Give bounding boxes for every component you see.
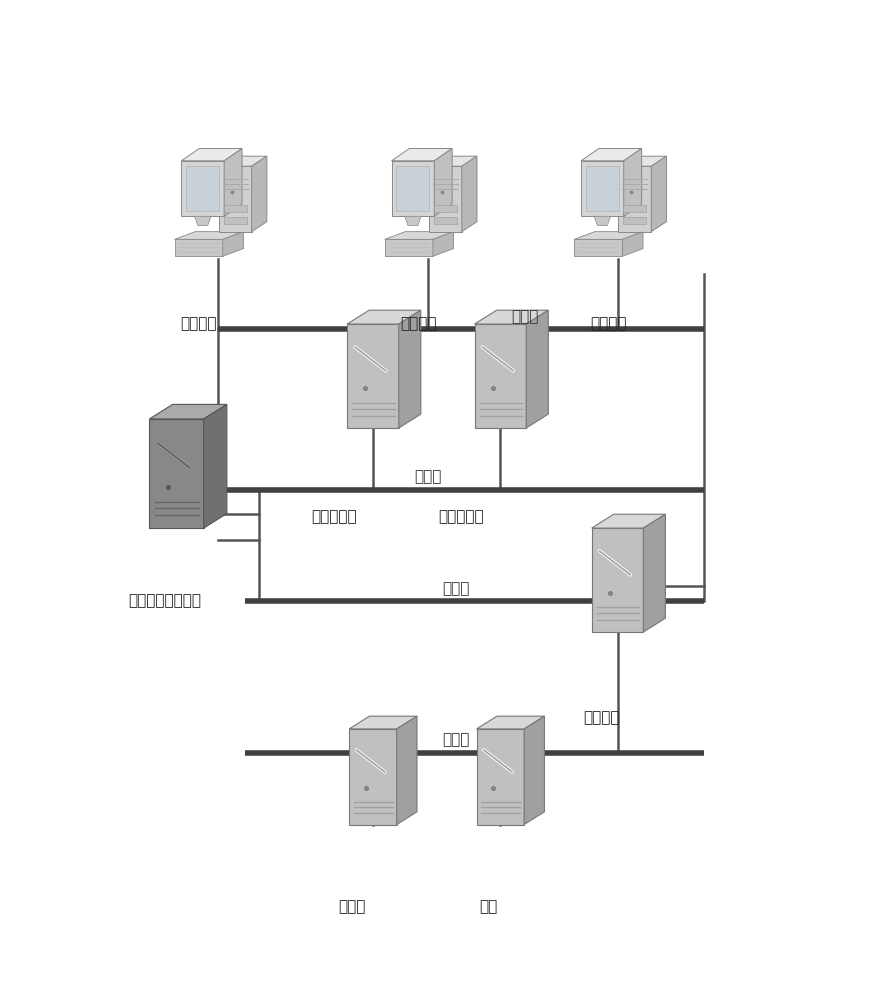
Polygon shape	[396, 166, 429, 211]
Polygon shape	[574, 239, 622, 256]
Polygon shape	[347, 324, 399, 428]
Polygon shape	[618, 156, 667, 166]
Polygon shape	[623, 205, 646, 212]
Polygon shape	[652, 156, 667, 232]
Polygon shape	[428, 156, 477, 166]
Text: 模型网: 模型网	[442, 733, 469, 748]
Polygon shape	[349, 729, 396, 825]
Polygon shape	[252, 156, 267, 232]
Polygon shape	[475, 324, 526, 428]
Polygon shape	[594, 216, 611, 225]
Polygon shape	[223, 217, 247, 224]
Polygon shape	[385, 232, 453, 239]
Polygon shape	[385, 239, 433, 256]
Polygon shape	[581, 148, 642, 161]
Text: 管理网: 管理网	[511, 309, 538, 324]
Text: 工程师站: 工程师站	[180, 316, 217, 331]
Polygon shape	[434, 217, 457, 224]
Polygon shape	[174, 232, 244, 239]
Polygon shape	[181, 148, 242, 161]
Polygon shape	[461, 156, 477, 232]
Polygon shape	[223, 205, 247, 212]
Polygon shape	[624, 148, 642, 216]
Polygon shape	[223, 232, 244, 256]
Polygon shape	[434, 148, 453, 216]
Text: 系统网: 系统网	[414, 469, 442, 484]
Polygon shape	[434, 205, 457, 212]
Polygon shape	[347, 310, 420, 324]
Polygon shape	[224, 148, 242, 216]
Polygon shape	[623, 217, 646, 224]
Polygon shape	[475, 310, 549, 324]
Text: 操作员站: 操作员站	[590, 316, 627, 331]
Polygon shape	[219, 156, 267, 166]
Polygon shape	[391, 148, 453, 161]
Polygon shape	[195, 216, 211, 225]
Text: 下位机算法模拟机: 下位机算法模拟机	[128, 594, 201, 609]
Polygon shape	[349, 716, 417, 729]
Text: 模型: 模型	[480, 899, 498, 914]
Text: 网关网: 网关网	[442, 581, 469, 596]
Polygon shape	[404, 216, 421, 225]
Polygon shape	[592, 514, 665, 528]
Polygon shape	[526, 310, 549, 428]
Text: 教控台: 教控台	[339, 899, 366, 914]
Text: 操作员站: 操作员站	[401, 316, 437, 331]
Polygon shape	[618, 166, 652, 232]
Polygon shape	[477, 729, 525, 825]
Polygon shape	[644, 514, 665, 632]
Polygon shape	[174, 239, 223, 256]
Polygon shape	[586, 166, 619, 211]
Polygon shape	[622, 232, 643, 256]
Polygon shape	[477, 716, 544, 729]
Text: 模型网关: 模型网关	[583, 711, 620, 726]
Text: 实时服务器: 实时服务器	[311, 509, 356, 524]
Polygon shape	[581, 161, 624, 216]
Polygon shape	[186, 166, 220, 211]
Polygon shape	[399, 310, 420, 428]
Polygon shape	[149, 404, 227, 419]
Polygon shape	[396, 716, 417, 825]
Polygon shape	[525, 716, 544, 825]
Polygon shape	[592, 528, 644, 632]
Polygon shape	[428, 166, 461, 232]
Polygon shape	[149, 419, 204, 528]
Polygon shape	[204, 404, 227, 528]
Polygon shape	[391, 161, 434, 216]
Text: 历史服务器: 历史服务器	[438, 509, 484, 524]
Polygon shape	[181, 161, 224, 216]
Polygon shape	[574, 232, 643, 239]
Polygon shape	[219, 166, 252, 232]
Polygon shape	[433, 232, 453, 256]
